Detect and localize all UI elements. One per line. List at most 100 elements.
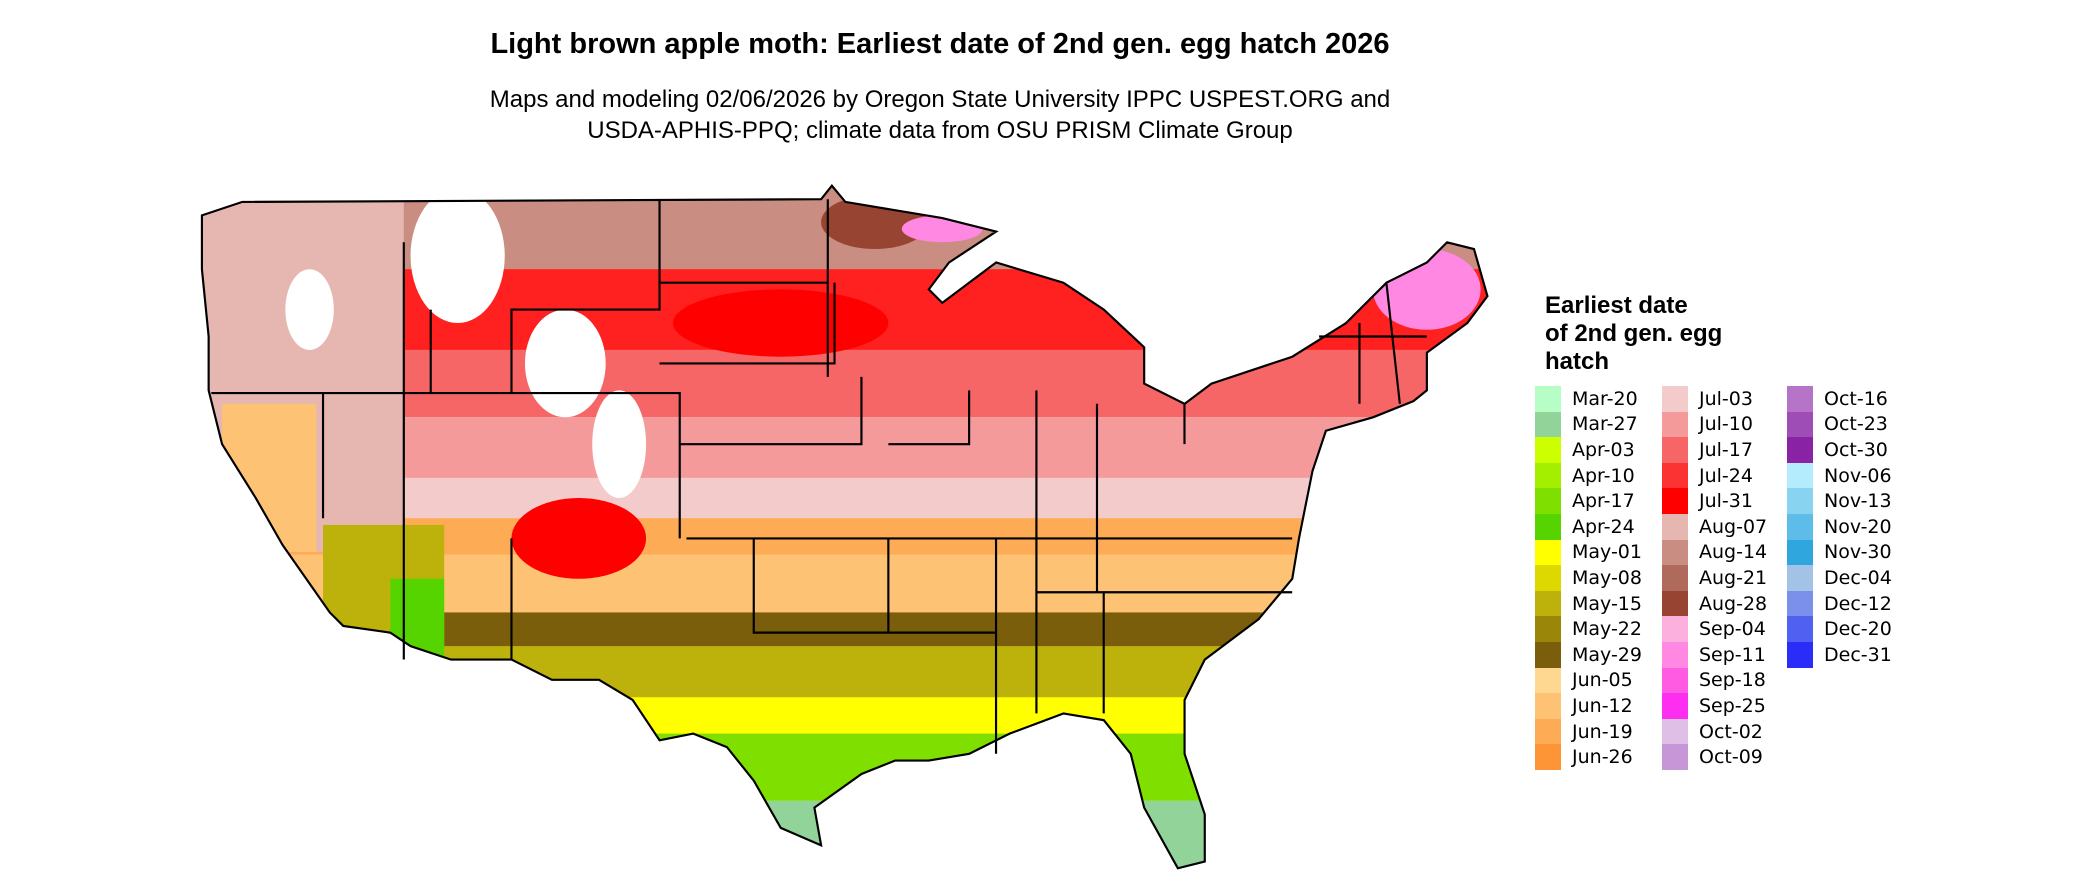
legend-swatch [1662, 411, 1688, 438]
map-subtitle: Maps and modeling 02/06/2026 by Oregon S… [0, 84, 1880, 146]
legend-swatch [1787, 386, 1813, 412]
legend-label: May-08 [1572, 566, 1642, 589]
legend-label: Dec-31 [1824, 643, 1892, 666]
legend-label: Oct-09 [1699, 746, 1763, 769]
legend-item: Oct-23 [1787, 411, 1892, 438]
legend-item: Apr-10 [1535, 462, 1642, 489]
legend-item: Oct-09 [1662, 744, 1767, 770]
legend-column: Jul-03 Jul-10 Jul-17 Jul-24 Jul-31 Aug-07 Aug-… [1662, 386, 1767, 770]
legend-item: Apr-24 [1535, 513, 1642, 540]
legend-item: Apr-17 [1535, 488, 1642, 514]
legend-item: Aug-07 [1662, 513, 1768, 540]
legend-label: Aug-07 [1699, 515, 1768, 538]
state-borders [201, 184, 1489, 870]
legend-item: May-22 [1535, 616, 1642, 642]
legend-label: Mar-20 [1572, 387, 1638, 410]
legend-label: Jul-10 [1699, 413, 1753, 436]
legend-title-line: Earliest date [1545, 292, 1688, 319]
legend-swatch [1662, 718, 1688, 745]
legend-swatch [1662, 539, 1688, 566]
legend-swatch [1787, 565, 1813, 591]
legend-label: Jun-12 [1572, 694, 1633, 717]
legend-label: Oct-30 [1824, 438, 1888, 461]
legend-swatch [1662, 616, 1688, 642]
legend-item: Jul-10 [1662, 411, 1767, 438]
legend-swatch [1535, 437, 1561, 463]
legend-label: Nov-20 [1824, 515, 1892, 538]
legend-item: Jun-26 [1535, 744, 1642, 770]
legend-column: Oct-16 Oct-23 Oct-30 Nov-06 Nov-13 Nov-20 Nov-… [1787, 386, 1892, 668]
legend-label: Sep-11 [1699, 643, 1766, 666]
us-map [201, 184, 1489, 870]
legend-label: Dec-04 [1824, 566, 1892, 589]
legend-swatch [1787, 462, 1813, 489]
legend-item: Sep-25 [1662, 693, 1767, 719]
legend-item: May-15 [1535, 590, 1642, 617]
legend-item: Jun-12 [1535, 693, 1642, 719]
legend-swatch [1787, 513, 1813, 540]
legend-label: Nov-06 [1824, 464, 1892, 487]
legend-swatch [1662, 641, 1688, 668]
legend-item: Dec-20 [1787, 616, 1892, 642]
legend-item: May-29 [1535, 641, 1642, 668]
subtitle-line-2: USDA-APHIS-PPQ; climate data from OSU PR… [587, 117, 1293, 144]
legend-item: Sep-04 [1662, 616, 1767, 642]
legend-label: Nov-13 [1824, 490, 1892, 513]
legend-label: Dec-12 [1824, 592, 1892, 615]
legend-item: Aug-14 [1662, 539, 1768, 566]
legend-item: Apr-03 [1535, 437, 1642, 463]
legend-label: Jun-26 [1572, 746, 1633, 769]
legend-label: Sep-25 [1699, 694, 1766, 717]
legend-label: Oct-02 [1699, 720, 1763, 743]
legend-item: Nov-06 [1787, 462, 1892, 489]
legend-item: Mar-27 [1535, 411, 1642, 438]
legend-swatch [1787, 437, 1813, 463]
legend-label: Aug-14 [1699, 541, 1768, 564]
legend-item: Mar-20 [1535, 386, 1642, 412]
hatch-date-raster [201, 185, 1488, 869]
legend-label: Apr-10 [1572, 464, 1635, 487]
legend-label: Jul-17 [1699, 438, 1753, 461]
legend-item: Aug-28 [1662, 590, 1767, 617]
legend-label: May-15 [1572, 592, 1642, 615]
legend-swatch [1535, 667, 1561, 694]
legend-item: Dec-04 [1787, 565, 1892, 591]
legend-item: Sep-11 [1662, 641, 1767, 668]
legend-swatch [1535, 693, 1561, 719]
legend-swatch [1535, 590, 1561, 617]
legend-item: Nov-20 [1787, 513, 1892, 540]
legend-swatch [1535, 744, 1561, 770]
legend-swatch [1535, 539, 1561, 566]
legend-label: Jul-24 [1699, 464, 1753, 487]
legend-swatch [1787, 411, 1813, 438]
legend-item: Nov-13 [1787, 488, 1892, 514]
legend-swatch [1662, 590, 1688, 617]
legend-label: Oct-23 [1824, 413, 1888, 436]
legend-swatch [1662, 513, 1688, 540]
legend-label: Oct-16 [1824, 387, 1888, 410]
legend-label: Jul-03 [1699, 387, 1753, 410]
legend-swatch [1787, 590, 1813, 617]
legend-item: Oct-30 [1787, 437, 1892, 463]
legend-label: May-29 [1572, 643, 1642, 666]
legend-label: Apr-24 [1572, 515, 1635, 538]
legend-item: Jul-24 [1662, 462, 1767, 489]
legend-item: Nov-30 [1787, 539, 1892, 566]
legend-swatch [1662, 565, 1688, 591]
legend-swatch [1535, 488, 1561, 514]
legend-swatch [1535, 616, 1561, 642]
legend-label: Aug-21 [1699, 566, 1768, 589]
legend-title-line: of 2nd gen. egg [1545, 320, 1723, 347]
legend-label: May-22 [1572, 618, 1642, 641]
legend-item: Dec-12 [1787, 590, 1892, 617]
legend-item: Oct-02 [1662, 718, 1767, 745]
legend-label: Apr-03 [1572, 438, 1635, 461]
legend-label: Jun-19 [1572, 720, 1633, 743]
legend-swatch [1662, 693, 1688, 719]
legend-label: Apr-17 [1572, 490, 1635, 513]
legend-swatch [1787, 539, 1813, 566]
legend-swatch [1535, 462, 1561, 489]
legend-item: Oct-16 [1787, 386, 1892, 412]
map-title: Light brown apple moth: Earliest date of… [490, 28, 1390, 60]
legend-swatch [1535, 411, 1561, 438]
